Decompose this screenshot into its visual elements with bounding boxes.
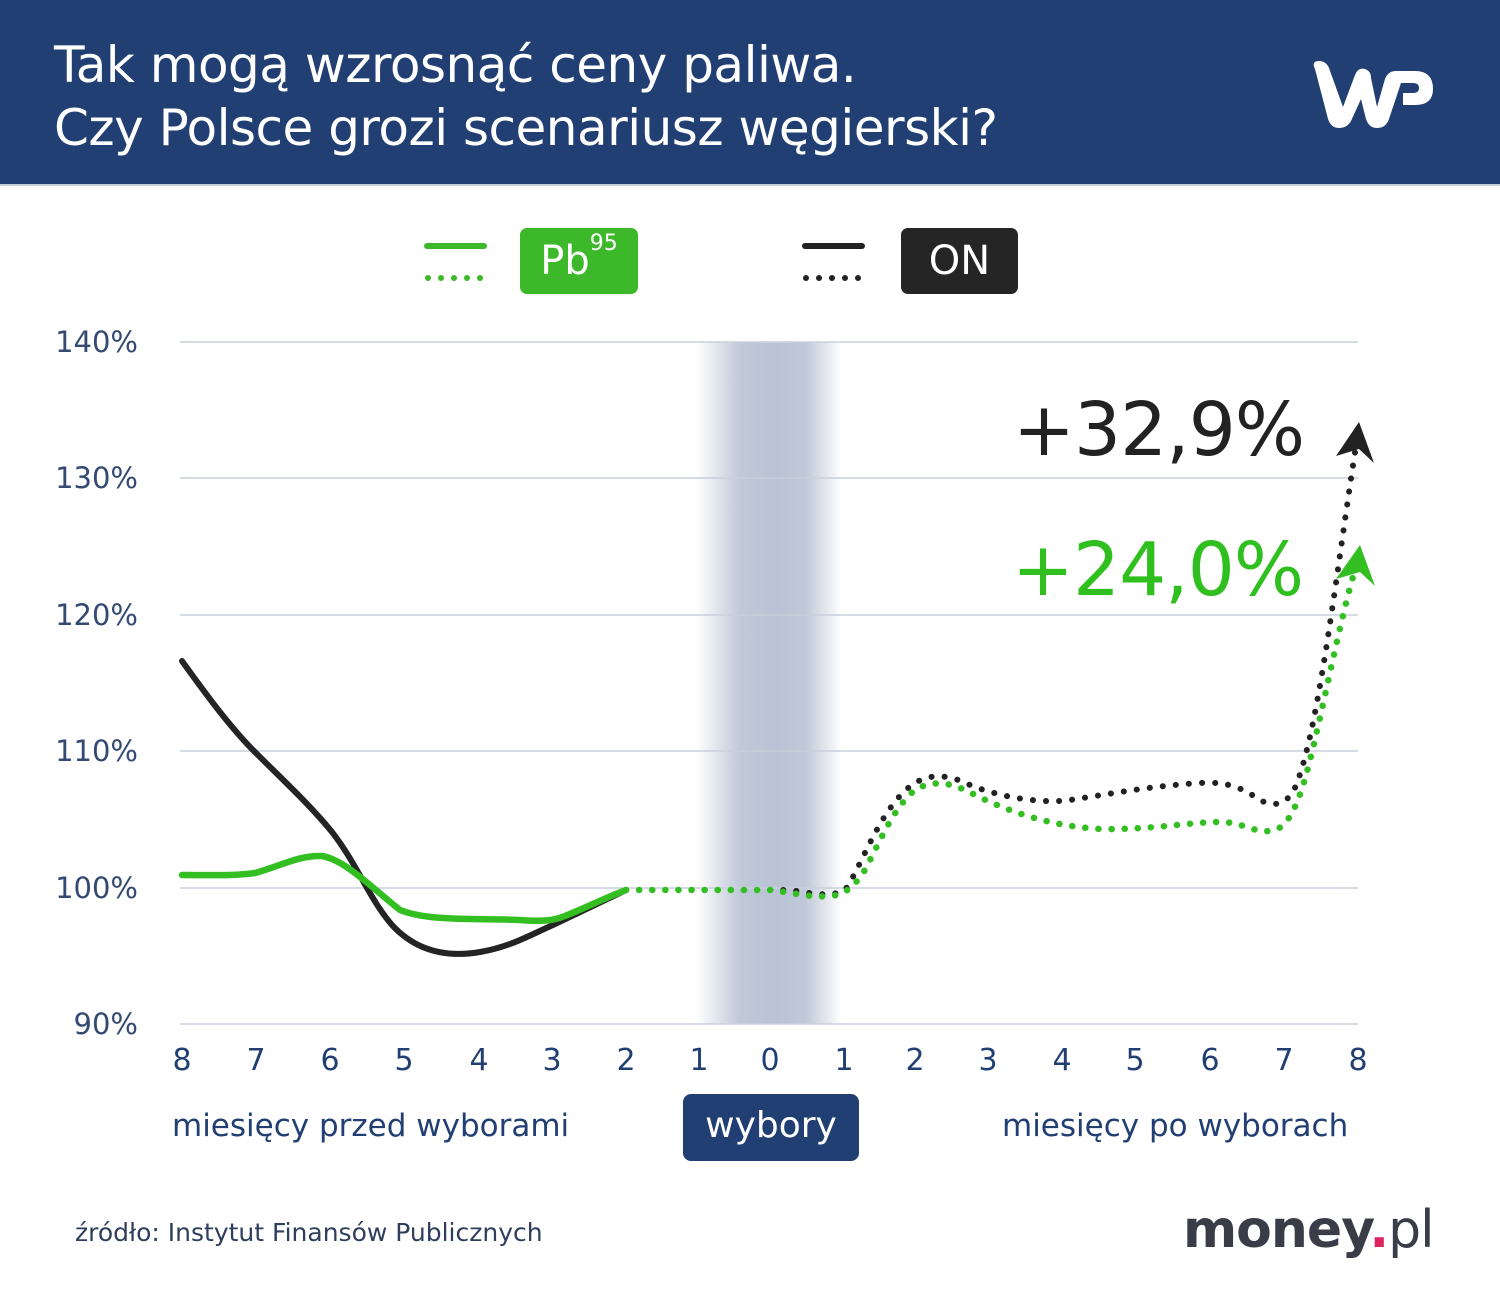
x-tick-label: 2 <box>905 1043 925 1078</box>
x-tick-label: 4 <box>469 1043 489 1078</box>
money-pl-logo: money.pl <box>1183 1198 1435 1262</box>
gridlines <box>180 341 1358 1025</box>
title-line-2: Czy Polsce grozi scenariusz węgierski? <box>54 99 998 157</box>
pb95-badge: Pb95 <box>520 228 638 294</box>
pb95-arrowhead-icon <box>1336 545 1375 586</box>
x-tick-label: 1 <box>834 1043 854 1078</box>
x-tick-label: 6 <box>1200 1043 1220 1078</box>
x-tick-label: 8 <box>1348 1043 1368 1078</box>
pb95-badge-label: Pb <box>540 238 590 284</box>
on-line-swatch-icon <box>802 243 865 281</box>
x-tick-label: 7 <box>246 1043 266 1078</box>
header-banner: Tak mogą wzrosnąć ceny paliwa. Czy Polsc… <box>0 0 1500 184</box>
brand-tld: pl <box>1388 1200 1434 1260</box>
y-tick-label: 110% <box>55 734 138 768</box>
x-tick-label: 1 <box>689 1043 709 1078</box>
on-change-annotation: +32,9% <box>1013 387 1305 473</box>
brand-main: money <box>1183 1200 1370 1260</box>
pb95-forecast-line <box>622 566 1359 900</box>
x-tick-label: 3 <box>542 1043 562 1078</box>
x-tick-label: 3 <box>978 1043 998 1078</box>
y-tick-label: 120% <box>55 598 138 632</box>
page-title: Tak mogą wzrosnąć ceny paliwa. Czy Polsc… <box>54 34 998 160</box>
y-tick-label: 100% <box>55 871 138 905</box>
y-tick-label: 130% <box>55 461 138 495</box>
x-tick-label: 5 <box>394 1043 414 1078</box>
pb95-change-annotation: +24,0% <box>1012 527 1304 613</box>
source-note: źródło: Instytut Finansów Publicznych <box>75 1218 543 1247</box>
pb95-badge-superscript: 95 <box>589 231 618 256</box>
on-actual-line <box>179 658 629 957</box>
x-tick-label: 5 <box>1125 1043 1145 1078</box>
x-tick-label: 6 <box>320 1043 340 1078</box>
header-divider <box>0 184 1500 186</box>
caption-after-election: miesięcy po wyborach <box>1002 1108 1349 1144</box>
x-tick-label: 8 <box>172 1043 192 1078</box>
pb95-actual-line <box>178 852 630 925</box>
x-tick-label: 4 <box>1052 1043 1072 1078</box>
on-forecast-line <box>623 443 1359 898</box>
election-shaded-band <box>696 342 842 1024</box>
on-badge-label: ON <box>928 238 991 284</box>
y-tick-label: 140% <box>55 325 138 359</box>
x-tick-label: 2 <box>616 1043 636 1078</box>
x-tick-label: 0 <box>760 1043 780 1078</box>
x-tick-label: 7 <box>1274 1043 1294 1078</box>
pb95-line-swatch-icon <box>424 243 487 281</box>
on-arrowhead-icon <box>1336 422 1374 463</box>
wp-logo-icon <box>1313 61 1433 128</box>
election-badge: wybory <box>683 1094 859 1161</box>
caption-before-election: miesięcy przed wyborami <box>172 1108 570 1144</box>
on-badge: ON <box>901 228 1018 294</box>
brand-dot: . <box>1369 1200 1389 1260</box>
title-line-1: Tak mogą wzrosnąć ceny paliwa. <box>54 36 857 94</box>
y-tick-label: 90% <box>73 1007 138 1041</box>
